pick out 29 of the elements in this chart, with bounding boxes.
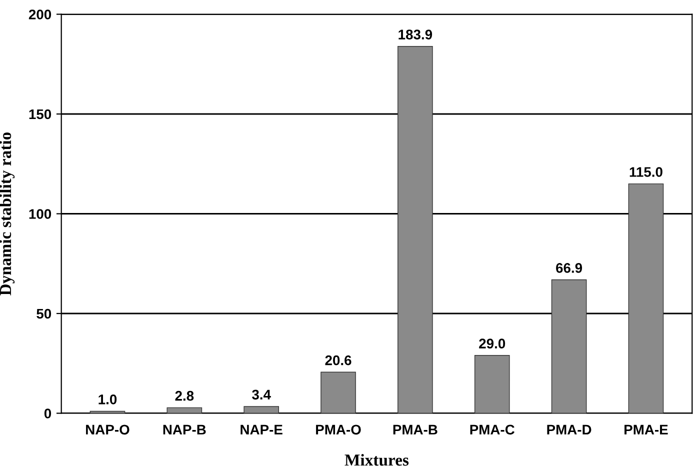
bar	[320, 372, 356, 414]
bar	[244, 406, 279, 414]
x-tick-label: NAP-B	[163, 424, 206, 434]
data-label: 3.4	[252, 390, 271, 400]
y-tick-label: 100	[29, 209, 52, 219]
x-tick-label: PMA-B	[393, 424, 438, 434]
data-label: 20.6	[325, 355, 352, 366]
x-tick-label: PMA-D	[547, 424, 592, 434]
bar	[628, 183, 664, 414]
bar	[166, 407, 202, 414]
x-tick-label: PMA-E	[624, 424, 668, 434]
data-label: 2.8	[175, 390, 194, 401]
y-tick-label: 0	[44, 408, 52, 418]
data-label: 115.0	[630, 167, 662, 177]
y-tick-label: 150	[29, 109, 52, 120]
bar	[398, 46, 433, 414]
y-tick-label: 200	[28, 10, 52, 20]
data-label: 29.0	[479, 338, 506, 348]
x-tick-label: PMA-C	[470, 424, 514, 435]
data-label: 183.9	[398, 30, 432, 40]
y-tick-label: 50	[36, 308, 52, 319]
x-tick-label: NAP-E	[240, 424, 282, 434]
x-tick-label: PMA-O	[316, 424, 361, 435]
x-axis-title: Mixtures	[344, 454, 409, 466]
data-label: 1.0	[98, 394, 117, 404]
x-tick-label: NAP-O	[86, 424, 130, 435]
bar	[474, 355, 510, 414]
bar	[551, 279, 587, 414]
data-label: 66.9	[556, 263, 582, 273]
